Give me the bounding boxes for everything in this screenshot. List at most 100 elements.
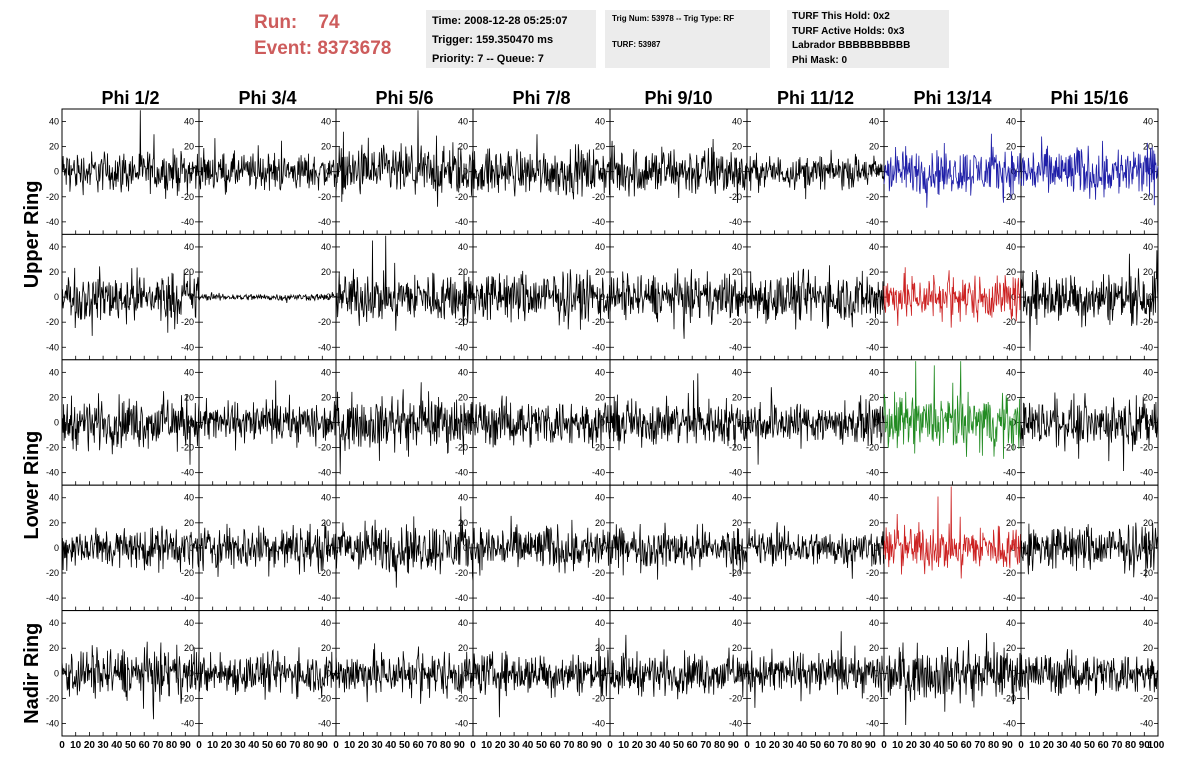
y-tick-label: 0 xyxy=(54,167,59,177)
x-tick-label: 20 xyxy=(221,740,233,751)
y-tick-label: 40 xyxy=(184,618,194,628)
y-tick-label: 40 xyxy=(595,493,605,503)
y-tick-label: -20 xyxy=(181,568,194,578)
y-tick-label: -40 xyxy=(729,217,742,227)
y-tick-label: -40 xyxy=(729,718,742,728)
y-tick-label: -40 xyxy=(181,217,194,227)
x-tick-label: 10 xyxy=(344,740,356,751)
y-tick-label: -40 xyxy=(318,593,331,603)
x-tick-label: 80 xyxy=(440,740,452,751)
y-tick-label: -40 xyxy=(866,718,879,728)
y-tick-label: -20 xyxy=(318,443,331,453)
y-tick-label: -20 xyxy=(1003,192,1016,202)
x-tick-label: 40 xyxy=(933,740,945,751)
y-tick-label: -20 xyxy=(729,192,742,202)
column-title: Phi 9/10 xyxy=(644,88,712,108)
y-tick-label: -40 xyxy=(592,593,605,603)
y-tick-label: -20 xyxy=(318,317,331,327)
y-tick-label: 40 xyxy=(321,618,331,628)
y-tick-label: 20 xyxy=(321,142,331,152)
y-tick-label: 20 xyxy=(595,142,605,152)
x-tick-label: 0 xyxy=(1018,740,1024,751)
x-tick-label: 80 xyxy=(851,740,863,751)
y-tick-label: 40 xyxy=(1006,367,1016,377)
y-tick-label: 20 xyxy=(1006,518,1016,528)
column-title: Phi 5/6 xyxy=(375,88,433,108)
y-tick-label: 20 xyxy=(49,267,59,277)
y-tick-label: 40 xyxy=(595,618,605,628)
y-tick-label: 20 xyxy=(595,518,605,528)
y-tick-label: 40 xyxy=(184,117,194,127)
y-tick-label: 20 xyxy=(321,392,331,402)
y-tick-label: 40 xyxy=(458,367,468,377)
x-tick-label: 50 xyxy=(399,740,411,751)
y-tick-label: -20 xyxy=(46,192,59,202)
x-tick-label: 10 xyxy=(207,740,219,751)
y-tick-label: 40 xyxy=(595,117,605,127)
y-tick-label: 40 xyxy=(1006,493,1016,503)
x-tick-label: 30 xyxy=(783,740,795,751)
y-tick-label: -20 xyxy=(1140,192,1153,202)
column-title: Phi 3/4 xyxy=(238,88,296,108)
x-tick-label: 20 xyxy=(1043,740,1055,751)
x-tick-label: 60 xyxy=(413,740,425,751)
y-tick-label: 20 xyxy=(49,392,59,402)
y-tick-label: -20 xyxy=(1003,568,1016,578)
y-tick-label: 40 xyxy=(869,618,879,628)
x-tick-label: 60 xyxy=(824,740,836,751)
y-tick-label: -20 xyxy=(592,317,605,327)
y-tick-label: -20 xyxy=(1140,693,1153,703)
y-tick-label: 40 xyxy=(869,117,879,127)
y-tick-label: 40 xyxy=(458,117,468,127)
x-tick-label: 30 xyxy=(646,740,658,751)
y-tick-label: 20 xyxy=(732,392,742,402)
x-tick-label: 70 xyxy=(1111,740,1123,751)
y-tick-label: 20 xyxy=(49,643,59,653)
y-tick-label: 40 xyxy=(321,242,331,252)
x-tick-label: 60 xyxy=(550,740,562,751)
x-tick-label: 10 xyxy=(755,740,767,751)
x-tick-label: 0 xyxy=(881,740,887,751)
y-tick-label: -20 xyxy=(729,693,742,703)
x-tick-label: 40 xyxy=(796,740,808,751)
y-tick-label: -20 xyxy=(866,192,879,202)
column-title: Phi 15/16 xyxy=(1050,88,1128,108)
column-title: Phi 13/14 xyxy=(913,88,991,108)
x-tick-label: 30 xyxy=(509,740,521,751)
y-tick-label: 40 xyxy=(869,367,879,377)
x-tick-label: 70 xyxy=(426,740,438,751)
x-tick-label: 50 xyxy=(673,740,685,751)
x-tick-label: 60 xyxy=(1098,740,1110,751)
y-tick-label: -20 xyxy=(1003,317,1016,327)
y-tick-label: -20 xyxy=(866,317,879,327)
y-tick-label: 40 xyxy=(49,618,59,628)
y-tick-label: -40 xyxy=(592,342,605,352)
y-tick-label: 40 xyxy=(869,242,879,252)
y-tick-label: 40 xyxy=(184,493,194,503)
y-tick-label: 20 xyxy=(869,142,879,152)
y-tick-label: 20 xyxy=(595,267,605,277)
y-tick-label: 40 xyxy=(458,618,468,628)
y-tick-label: 20 xyxy=(184,392,194,402)
y-tick-label: -20 xyxy=(455,317,468,327)
y-tick-label: 40 xyxy=(595,242,605,252)
x-tick-label: 0 xyxy=(607,740,613,751)
y-tick-label: 20 xyxy=(184,518,194,528)
x-tick-label: 70 xyxy=(700,740,712,751)
y-tick-label: -20 xyxy=(318,693,331,703)
y-tick-label: -40 xyxy=(318,468,331,478)
y-tick-label: 20 xyxy=(732,267,742,277)
x-tick-label: 30 xyxy=(235,740,247,751)
panel-frame xyxy=(473,611,610,736)
x-tick-label: 10 xyxy=(70,740,82,751)
x-tick-label: 90 xyxy=(865,740,877,751)
x-tick-label: 40 xyxy=(1070,740,1082,751)
y-tick-label: -40 xyxy=(1140,468,1153,478)
x-tick-label: 90 xyxy=(1002,740,1014,751)
x-tick-label: 40 xyxy=(385,740,397,751)
y-tick-label: 40 xyxy=(1143,117,1153,127)
y-tick-label: 40 xyxy=(732,618,742,628)
y-tick-label: -40 xyxy=(1003,593,1016,603)
y-tick-label: -20 xyxy=(592,693,605,703)
y-tick-label: 40 xyxy=(732,493,742,503)
